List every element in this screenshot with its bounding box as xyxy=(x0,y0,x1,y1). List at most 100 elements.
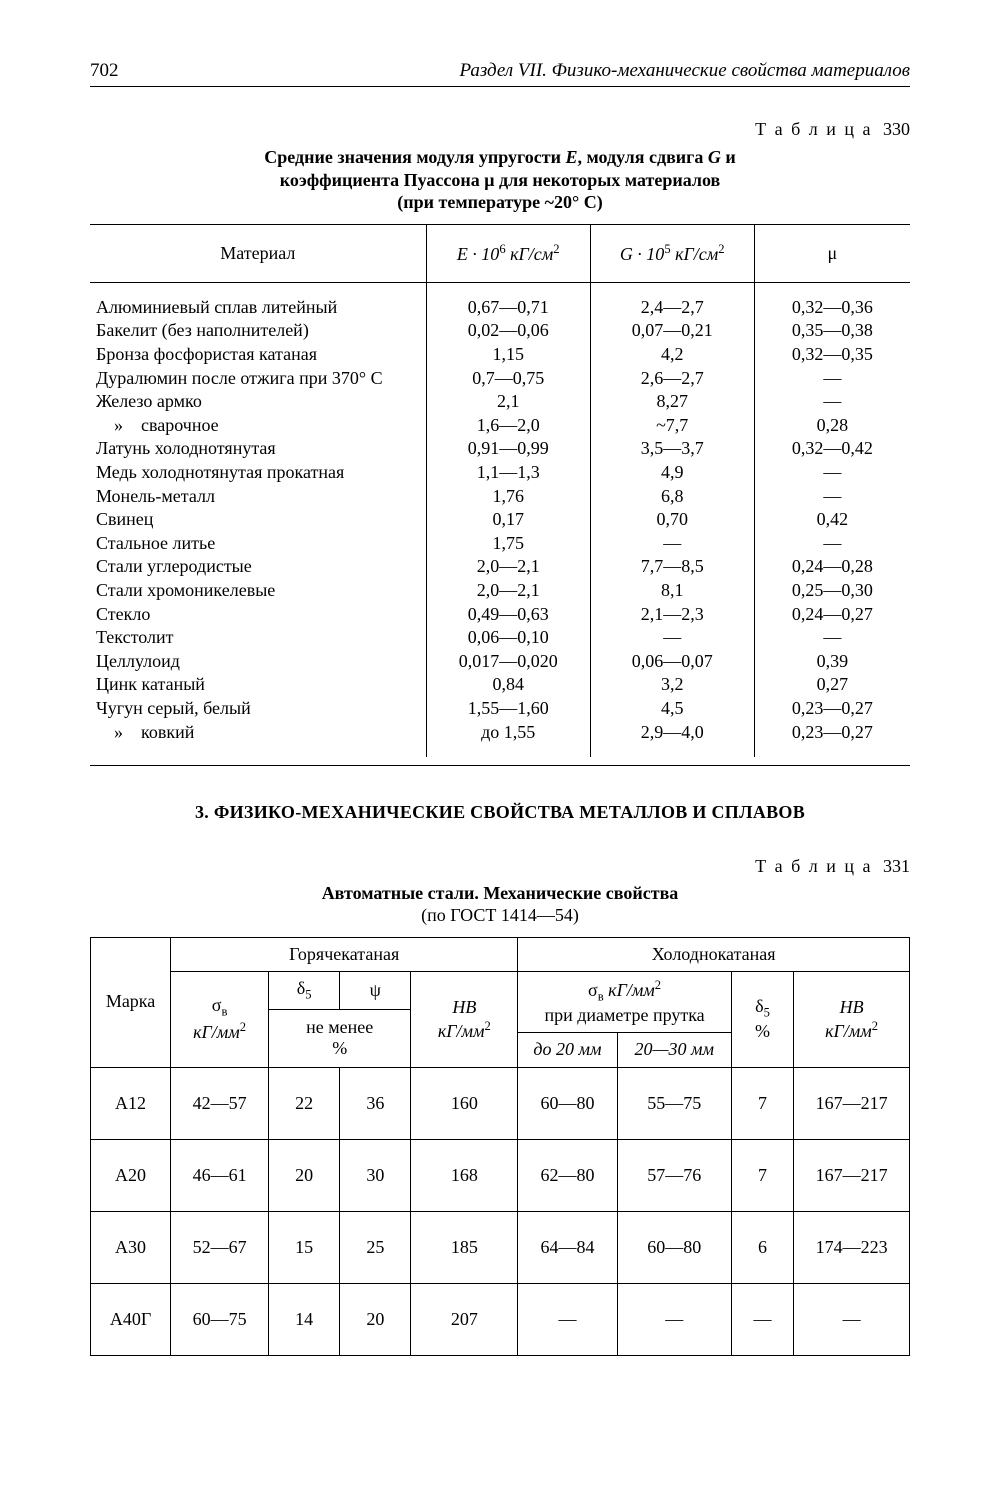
table-row: Латунь холоднотянутая0,91—0,993,5—3,70,3… xyxy=(90,437,910,461)
cell-E: 1,1—1,3 xyxy=(426,461,590,485)
table-row: Стекло0,49—0,632,1—2,30,24—0,27 xyxy=(90,603,910,627)
table-label-prefix: Т а б л и ц а xyxy=(755,119,872,139)
cell-G: 8,1 xyxy=(590,579,754,603)
cell-mu: — xyxy=(754,626,910,650)
cell-mu: 0,35—0,38 xyxy=(754,319,910,343)
table-row: » сварочное1,6—2,0~7,70,28 xyxy=(90,414,910,438)
cell-E: 0,17 xyxy=(426,508,590,532)
cell-E: 1,6—2,0 xyxy=(426,414,590,438)
table-row: Бронза фосфористая катаная1,154,20,32—0,… xyxy=(90,343,910,367)
cell-E: 1,75 xyxy=(426,532,590,556)
cell-material: Алюминиевый сплав литейный xyxy=(90,282,426,319)
cell-mu: — xyxy=(754,390,910,414)
cell-mu: 0,32—0,35 xyxy=(754,343,910,367)
cell-G: 6,8 xyxy=(590,485,754,509)
cell-HB: 207 xyxy=(411,1284,518,1356)
cell-mu: 0,25—0,30 xyxy=(754,579,910,603)
cell-mu: 0,24—0,28 xyxy=(754,555,910,579)
cell-material: Стальное литье xyxy=(90,532,426,556)
col-header-hot: Горячекатаная xyxy=(171,937,518,972)
table-row: Цинк катаный0,843,20,27 xyxy=(90,673,910,697)
table-label-number: 331 xyxy=(883,856,910,876)
cell-c20: — xyxy=(518,1284,617,1356)
col-header-cold-d5: δ5 % xyxy=(731,972,793,1068)
cell-material: Стекло xyxy=(90,603,426,627)
cell-mu: — xyxy=(754,485,910,509)
cell-G: 0,07—0,21 xyxy=(590,319,754,343)
cell-sigma-b: 46—61 xyxy=(171,1140,269,1212)
col-header-HB: HB кГ/мм2 xyxy=(411,972,518,1068)
cell-mu: 0,27 xyxy=(754,673,910,697)
cell-material: Бронза фосфористая катаная xyxy=(90,343,426,367)
cell-c20: 60—80 xyxy=(518,1068,617,1140)
cell-G: 4,5 xyxy=(590,697,754,721)
table-row: Железо армко2,18,27— xyxy=(90,390,910,414)
cell-material: » сварочное xyxy=(90,414,426,438)
cell-E: 1,55—1,60 xyxy=(426,697,590,721)
table-row: А1242—57223616060—8055—757167—217 xyxy=(91,1068,910,1140)
table-330-label: Т а б л и ц а 330 xyxy=(90,119,910,141)
cell-d5: 22 xyxy=(269,1068,340,1140)
cell-material: Бакелит (без наполнителей) xyxy=(90,319,426,343)
cell-G: — xyxy=(590,626,754,650)
cell-HB: 160 xyxy=(411,1068,518,1140)
cell-cHB: 167—217 xyxy=(794,1140,910,1212)
table-row: Стальное литье1,75—— xyxy=(90,532,910,556)
cell-sigma-b: 52—67 xyxy=(171,1212,269,1284)
cell-E: 1,76 xyxy=(426,485,590,509)
cell-material: Текстолит xyxy=(90,626,426,650)
table-row: Медь холоднотянутая прокатная1,1—1,34,9— xyxy=(90,461,910,485)
table-row: Алюминиевый сплав литейный0,67—0,712,4—2… xyxy=(90,282,910,319)
cell-cd5: 7 xyxy=(731,1068,793,1140)
cell-G: 8,27 xyxy=(590,390,754,414)
table-row: Стали хромоникелевые2,0—2,18,10,25—0,30 xyxy=(90,579,910,603)
table-row: » ковкийдо 1,552,9—4,00,23—0,27 xyxy=(90,721,910,758)
cell-E: 0,02—0,06 xyxy=(426,319,590,343)
section-3-heading: 3. ФИЗИКО-МЕХАНИЧЕСКИЕ СВОЙСТВА МЕТАЛЛОВ… xyxy=(90,802,910,824)
page-number: 702 xyxy=(90,60,119,83)
table-row: А40Г60—751420207———— xyxy=(91,1284,910,1356)
cell-sigma-b: 42—57 xyxy=(171,1068,269,1140)
cell-c20: 62—80 xyxy=(518,1140,617,1212)
cell-E: 2,0—2,1 xyxy=(426,579,590,603)
cell-material: Латунь холоднотянутая xyxy=(90,437,426,461)
cell-psi: 25 xyxy=(340,1212,411,1284)
cell-HB: 168 xyxy=(411,1140,518,1212)
cell-cHB: 174—223 xyxy=(794,1212,910,1284)
cell-d5: 14 xyxy=(269,1284,340,1356)
cell-G: 2,9—4,0 xyxy=(590,721,754,758)
cell-E: 0,7—0,75 xyxy=(426,367,590,391)
table-row: Бакелит (без наполнителей)0,02—0,060,07—… xyxy=(90,319,910,343)
cell-E: 0,49—0,63 xyxy=(426,603,590,627)
cell-mu: 0,39 xyxy=(754,650,910,674)
cell-psi: 20 xyxy=(340,1284,411,1356)
cell-material: Свинец xyxy=(90,508,426,532)
cell-E: до 1,55 xyxy=(426,721,590,758)
cell-E: 0,84 xyxy=(426,673,590,697)
table-331-caption: Автоматные стали. Механические свойства xyxy=(90,883,910,905)
cell-material: Медь холоднотянутая прокатная xyxy=(90,461,426,485)
col-header-diam20: до 20 мм xyxy=(518,1033,617,1068)
cell-material: Чугун серый, белый xyxy=(90,697,426,721)
cell-E: 1,15 xyxy=(426,343,590,367)
table-row: Свинец0,170,700,42 xyxy=(90,508,910,532)
table-row: Дуралюмин после отжига при 370° С0,7—0,7… xyxy=(90,367,910,391)
cell-c2030: 55—75 xyxy=(617,1068,731,1140)
table-row: Чугун серый, белый1,55—1,604,50,23—0,27 xyxy=(90,697,910,721)
cell-mu: 0,24—0,27 xyxy=(754,603,910,627)
cell-G: 0,70 xyxy=(590,508,754,532)
table-row: Целлулоид0,017—0,0200,06—0,070,39 xyxy=(90,650,910,674)
cell-mu: — xyxy=(754,461,910,485)
cell-material: Монель-металл xyxy=(90,485,426,509)
col-header-ne-menee: не менее % xyxy=(269,1009,411,1067)
cell-G: 4,9 xyxy=(590,461,754,485)
cell-material: » ковкий xyxy=(90,721,426,758)
col-header-sigma-cold: σв кГ/мм2 при диаметре прутка xyxy=(518,972,732,1033)
col-header-psi: ψ xyxy=(340,972,411,1010)
cell-mu: 0,28 xyxy=(754,414,910,438)
cell-E: 0,017—0,020 xyxy=(426,650,590,674)
cell-c2030: 57—76 xyxy=(617,1140,731,1212)
cell-cd5: 7 xyxy=(731,1140,793,1212)
cell-E: 0,06—0,10 xyxy=(426,626,590,650)
col-header-E: E · 106 кГ/см2 xyxy=(426,224,590,282)
